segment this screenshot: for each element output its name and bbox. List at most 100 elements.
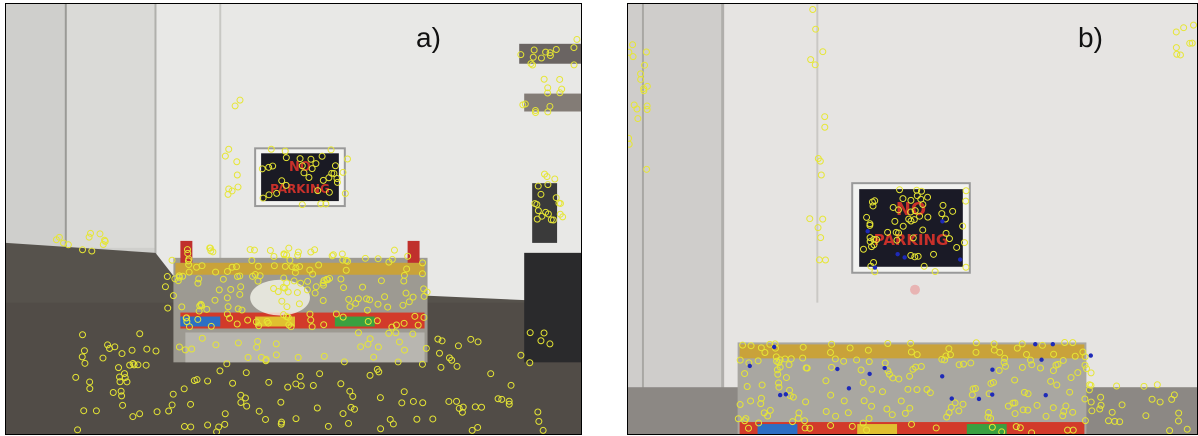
keypoint-marker bbox=[1023, 350, 1030, 358]
keypoint-marker bbox=[802, 398, 810, 406]
keypoint-marker bbox=[180, 423, 188, 431]
keypoint-marker bbox=[280, 251, 288, 259]
keypoint-marker bbox=[390, 246, 398, 254]
keypoint-marker bbox=[895, 229, 903, 237]
keypoint-marker bbox=[860, 397, 868, 405]
keypoint-marker bbox=[409, 397, 417, 405]
keypoint-marker bbox=[258, 165, 266, 173]
keypoint-marker bbox=[736, 356, 744, 364]
keypoint-marker bbox=[270, 284, 278, 292]
keypoint-marker bbox=[294, 248, 302, 256]
keypoint-marker bbox=[311, 246, 319, 254]
keypoint-marker bbox=[1053, 381, 1061, 389]
keypoint-marker bbox=[234, 183, 242, 191]
keypoint-marker bbox=[539, 426, 547, 434]
keypoint-marker bbox=[323, 275, 331, 283]
keypoint-marker bbox=[544, 181, 552, 189]
keypoint-marker bbox=[106, 345, 114, 352]
keypoint-marker bbox=[419, 259, 427, 267]
keypoint-marker bbox=[85, 233, 93, 241]
keypoint-marker bbox=[136, 410, 144, 418]
keypoint-marker bbox=[87, 229, 94, 237]
keypoint-marker bbox=[60, 239, 67, 247]
keypoint-marker bbox=[976, 396, 982, 402]
keypoint-marker bbox=[534, 408, 542, 416]
keypoint-marker bbox=[294, 251, 302, 259]
keypoint-marker bbox=[316, 370, 324, 378]
panel-label-a: a) bbox=[416, 22, 441, 53]
keypoint-marker bbox=[337, 275, 345, 283]
keypoint-marker bbox=[294, 353, 302, 361]
keypoint-marker bbox=[233, 171, 241, 179]
keypoint-marker bbox=[1174, 417, 1182, 425]
keypoint-marker bbox=[541, 170, 549, 178]
keypoint-marker bbox=[546, 102, 554, 110]
keypoint-marker bbox=[374, 255, 382, 263]
keypoint-marker bbox=[181, 346, 189, 354]
keypoint-marker bbox=[907, 339, 915, 347]
keypoint-marker bbox=[401, 346, 409, 354]
keypoint-marker bbox=[906, 404, 914, 412]
keypoint-marker bbox=[224, 303, 232, 311]
keypoint-marker bbox=[775, 359, 783, 367]
keypoint-marker bbox=[374, 300, 382, 308]
keypoint-marker bbox=[984, 413, 992, 421]
keypoint-marker bbox=[213, 428, 221, 434]
keypoint-marker bbox=[534, 207, 542, 215]
keypoint-marker bbox=[342, 266, 350, 274]
keypoint-marker bbox=[474, 423, 482, 431]
keypoint-marker bbox=[919, 200, 927, 208]
keypoint-marker bbox=[924, 193, 932, 201]
keypoint-marker bbox=[227, 285, 235, 293]
keypoint-marker bbox=[747, 397, 755, 405]
keypoint-marker bbox=[853, 356, 861, 364]
keypoint-marker bbox=[1013, 344, 1021, 352]
keypoint-marker bbox=[1043, 392, 1048, 398]
keypoint-marker bbox=[328, 252, 336, 260]
keypoint-marker bbox=[941, 215, 949, 223]
keypoint-marker bbox=[962, 197, 970, 205]
keypoint-marker bbox=[291, 268, 299, 276]
keypoint-marker bbox=[270, 253, 278, 261]
keypoint-marker bbox=[250, 246, 258, 254]
keypoint-marker bbox=[546, 49, 554, 57]
keypoint-marker bbox=[930, 250, 938, 258]
keypoint-marker bbox=[953, 243, 961, 251]
keypoint-marker bbox=[517, 51, 525, 59]
keypoint-marker bbox=[1170, 391, 1178, 399]
keypoint-marker bbox=[907, 348, 915, 356]
keypoint-marker bbox=[190, 377, 198, 385]
keypoint-marker bbox=[272, 340, 280, 348]
keypoint-marker bbox=[403, 265, 411, 273]
keypoint-marker bbox=[556, 210, 564, 218]
keypoint-marker bbox=[1069, 408, 1077, 416]
keypoint-marker bbox=[857, 366, 865, 374]
keypoint-marker bbox=[757, 344, 765, 352]
keypoint-marker bbox=[306, 266, 314, 274]
keypoint-marker bbox=[529, 53, 537, 61]
keypoint-marker bbox=[634, 115, 642, 123]
keypoint-marker bbox=[893, 236, 901, 244]
keypoint-marker bbox=[1020, 388, 1028, 396]
keypoint-marker bbox=[1180, 24, 1188, 32]
keypoint-marker bbox=[895, 375, 903, 383]
keypoint-marker bbox=[864, 346, 872, 354]
keypoint-marker bbox=[785, 361, 793, 369]
keypoint-marker bbox=[907, 196, 915, 204]
keypoint-marker bbox=[86, 385, 94, 393]
keypoint-marker bbox=[573, 35, 581, 43]
keypoint-marker bbox=[1026, 356, 1034, 364]
keypoint-marker bbox=[544, 210, 552, 218]
keypoint-marker bbox=[286, 256, 294, 264]
keypoint-marker bbox=[822, 408, 830, 415]
keypoint-marker bbox=[766, 406, 774, 414]
keypoint-marker bbox=[121, 370, 128, 378]
keypoint-marker bbox=[505, 400, 513, 408]
keypoint-marker bbox=[265, 378, 273, 386]
keypoint-marker bbox=[418, 360, 426, 368]
keypoint-marker bbox=[1049, 404, 1057, 412]
keypoint-marker bbox=[311, 289, 319, 297]
keypoint-marker bbox=[498, 395, 506, 403]
keypoint-marker bbox=[1066, 388, 1074, 396]
keypoint-marker bbox=[322, 200, 330, 208]
